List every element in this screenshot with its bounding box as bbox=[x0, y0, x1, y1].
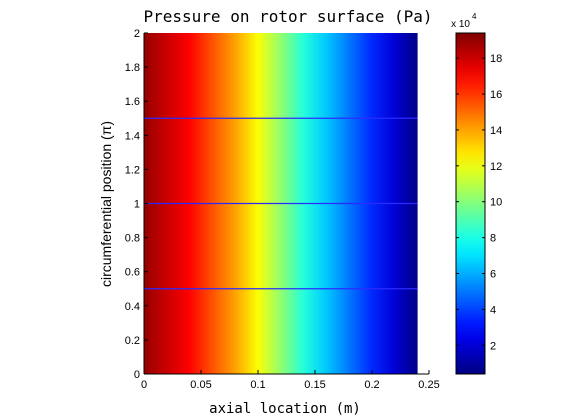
x-tick-label: 0.15 bbox=[304, 379, 325, 391]
y-tick-label: 2 bbox=[134, 28, 140, 40]
x-tick-label: 0.2 bbox=[364, 379, 379, 391]
colorbar-tick-label: 6 bbox=[490, 268, 496, 280]
y-tick-label: 0.4 bbox=[125, 301, 140, 313]
colorbar-tick-label: 14 bbox=[490, 125, 502, 137]
y-tick-label: 1.6 bbox=[125, 96, 140, 108]
x-tick-label: 0 bbox=[141, 379, 147, 391]
y-tick-label: 1.2 bbox=[125, 164, 140, 176]
colorbar-tick-label: 12 bbox=[490, 161, 502, 173]
y-tick-label: 1.4 bbox=[125, 130, 140, 142]
x-axis-label: axial location (m) bbox=[209, 401, 361, 417]
colorbar: 2 4 6 8 10 12 14 16 18 x 10 4 bbox=[451, 12, 502, 374]
colorbar-exponent: 4 bbox=[472, 12, 477, 21]
y-tick-label: 1.8 bbox=[125, 62, 140, 74]
colorbar-tick-label: 16 bbox=[490, 89, 502, 101]
colorbar-tick-label: 2 bbox=[490, 340, 496, 352]
y-tick-label: 0.6 bbox=[125, 267, 140, 279]
x-tick-label: 0.05 bbox=[190, 379, 211, 391]
colorbar-tick-label: 18 bbox=[490, 53, 502, 65]
colorbar-tick-label: 4 bbox=[490, 304, 496, 316]
colorbar-multiplier: x 10 bbox=[451, 19, 470, 30]
x-tick-label: 0.1 bbox=[250, 379, 265, 391]
y-tick-label: 1 bbox=[134, 199, 140, 211]
y-tick-label: 0.8 bbox=[125, 233, 140, 245]
y-tick-label: 0 bbox=[134, 369, 140, 381]
chart-title: Pressure on rotor surface (Pa) bbox=[144, 7, 433, 26]
colorbar-tick-label: 10 bbox=[490, 197, 502, 209]
colorbar-scale bbox=[456, 33, 485, 374]
y-axis-label: circumferential position (π) bbox=[98, 121, 114, 287]
colorbar-tick-label: 8 bbox=[490, 233, 496, 245]
x-tick-label: 0.25 bbox=[418, 379, 439, 391]
plot-area: 0 0.05 0.1 0.15 0.2 0.25 0 0.2 0.4 0.6 0.8 1 1.2 1.4… bbox=[125, 28, 440, 391]
y-tick-label: 0.2 bbox=[125, 335, 140, 347]
